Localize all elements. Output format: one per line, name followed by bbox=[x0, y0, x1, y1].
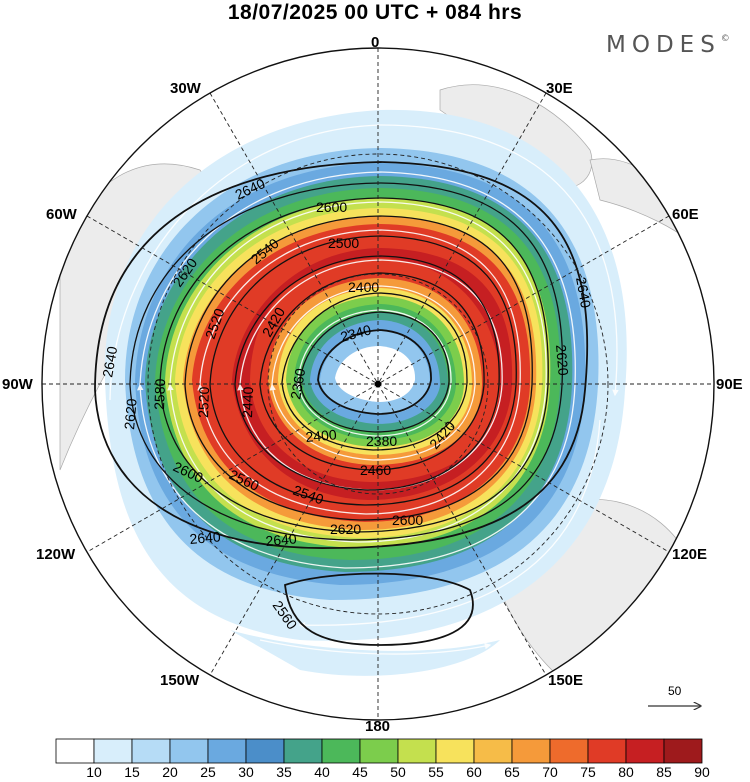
colorbar bbox=[55, 738, 703, 764]
lon-label-0: 0 bbox=[371, 34, 380, 51]
colorbar-tick-label: 10 bbox=[86, 764, 102, 780]
map-boundary bbox=[41, 47, 715, 721]
colorbar-swatch bbox=[283, 738, 323, 764]
colorbar-swatch bbox=[55, 738, 95, 764]
colorbar-tick-label: 45 bbox=[352, 764, 368, 780]
colorbar-swatch bbox=[321, 738, 361, 764]
forecast-title: 18/07/2025 00 UTC + 084 hrs bbox=[227, 1, 523, 24]
colorbar-swatch bbox=[397, 738, 437, 764]
lon-label-90e: 90E bbox=[716, 376, 743, 393]
wind-streamlines bbox=[109, 124, 619, 655]
colorbar-tick-label: 55 bbox=[428, 764, 444, 780]
lon-label-60e: 60E bbox=[672, 206, 699, 223]
colorbar-tick-label: 90 bbox=[694, 764, 710, 780]
contour-label: 2640 bbox=[189, 528, 222, 547]
lon-label-180: 180 bbox=[365, 718, 391, 735]
brand-name: MODES bbox=[606, 32, 721, 58]
north-pole-dot-icon bbox=[374, 380, 382, 388]
colorbar-swatch bbox=[587, 738, 627, 764]
reference-vector-value: 50 bbox=[668, 684, 682, 698]
colorbar-swatch bbox=[131, 738, 171, 764]
colorbar-swatch bbox=[93, 738, 133, 764]
colorbar-tick-label: 30 bbox=[238, 764, 254, 780]
colorbar-tick-label: 35 bbox=[276, 764, 292, 780]
lon-label-120w: 120W bbox=[36, 546, 76, 563]
colorbar-swatch bbox=[663, 738, 703, 764]
height-contours bbox=[94, 161, 589, 646]
contour-label: 2600 bbox=[316, 199, 347, 215]
colorbar-tick-label: 65 bbox=[504, 764, 520, 780]
contour-label: 2640 bbox=[99, 345, 120, 379]
colorbar-tick-label: 15 bbox=[124, 764, 140, 780]
contour-label: 2640 bbox=[573, 276, 594, 310]
contour-label: 2340 bbox=[339, 321, 373, 345]
contour-label: 2460 bbox=[360, 462, 391, 478]
contour-label: 2400 bbox=[305, 426, 338, 445]
colorbar-swatch bbox=[625, 738, 665, 764]
reference-vector: 50 bbox=[646, 684, 706, 714]
brand-logo: MODES© bbox=[606, 32, 730, 58]
colorbar-swatch bbox=[169, 738, 209, 764]
colorbar-tick-label: 40 bbox=[314, 764, 330, 780]
colorbar-tick-label: 70 bbox=[542, 764, 558, 780]
contour-label: 2360 bbox=[287, 367, 308, 401]
brand-mark: © bbox=[720, 34, 730, 44]
colorbar-swatch bbox=[473, 738, 513, 764]
colorbar-swatch bbox=[511, 738, 551, 764]
colorbar-swatch bbox=[359, 738, 399, 764]
polar-map: 2640 2600 2620 2540 2500 2520 2400 2420 … bbox=[41, 47, 715, 721]
colorbar-tick-label: 20 bbox=[162, 764, 178, 780]
contour-label: 2600 bbox=[392, 512, 423, 528]
lon-label-30w: 30W bbox=[170, 80, 201, 97]
lon-label-60w: 60W bbox=[46, 206, 77, 223]
colorbar-tick-label: 50 bbox=[390, 764, 406, 780]
contour-label: 2380 bbox=[366, 433, 397, 449]
contour-label: 2440 bbox=[239, 386, 256, 418]
colorbar-tick-label: 25 bbox=[200, 764, 216, 780]
contour-label: 2520 bbox=[195, 386, 212, 418]
contour-label: 2620 bbox=[121, 398, 140, 431]
lon-label-150w: 150W bbox=[160, 672, 200, 689]
colorbar-tick-label: 85 bbox=[656, 764, 672, 780]
lon-label-30e: 30E bbox=[546, 80, 573, 97]
contour-label: 2620 bbox=[330, 521, 361, 537]
contour-label: 2580 bbox=[151, 378, 168, 410]
colorbar-tick-label: 75 bbox=[580, 764, 596, 780]
contour-label: 2400 bbox=[348, 279, 379, 295]
colorbar-swatch bbox=[207, 738, 247, 764]
colorbar-tick-label: 60 bbox=[466, 764, 482, 780]
colorbar-swatch bbox=[549, 738, 589, 764]
lon-label-90w: 90W bbox=[2, 376, 33, 393]
lon-label-120e: 120E bbox=[672, 546, 708, 563]
contour-label: 2640 bbox=[265, 530, 298, 549]
lon-label-150e: 150E bbox=[548, 672, 584, 689]
contour-label: 2500 bbox=[328, 235, 359, 251]
colorbar-swatch bbox=[245, 738, 285, 764]
colorbar-swatch bbox=[435, 738, 475, 764]
contour-label: 2620 bbox=[553, 344, 572, 377]
colorbar-tick-label: 80 bbox=[618, 764, 634, 780]
